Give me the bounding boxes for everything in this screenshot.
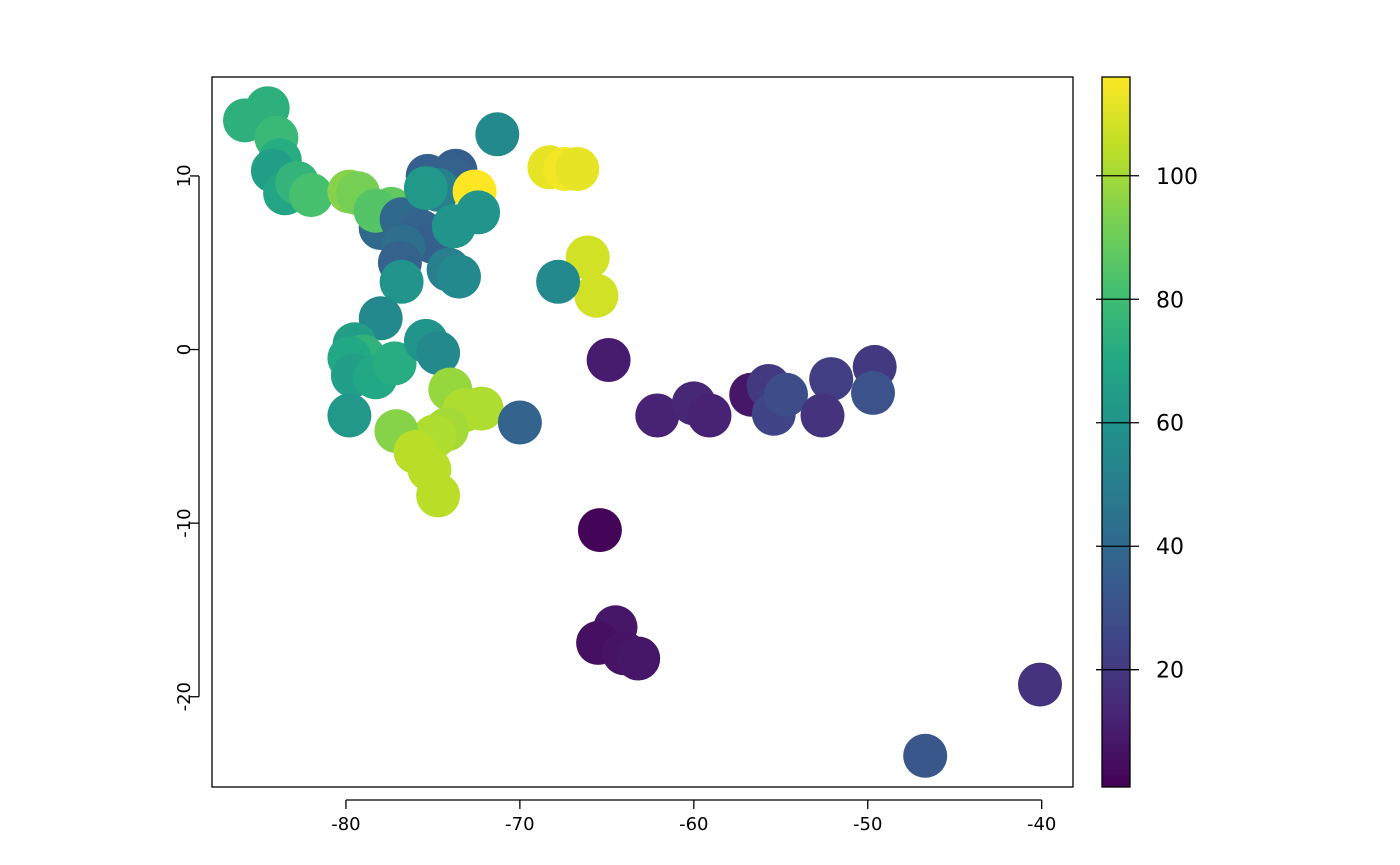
data-point xyxy=(635,393,680,438)
data-point xyxy=(687,393,732,438)
data-point xyxy=(327,393,372,438)
x-tick-label: -50 xyxy=(853,814,882,835)
colorbar-tick-label: 80 xyxy=(1156,288,1184,313)
data-point xyxy=(536,259,581,304)
y-tick-label: 10 xyxy=(174,164,195,187)
colorbar-tick-label: 20 xyxy=(1156,659,1184,684)
data-point xyxy=(459,386,504,431)
data-point xyxy=(809,357,854,402)
data-point xyxy=(289,173,334,217)
data-point xyxy=(851,370,895,415)
data-point xyxy=(577,508,622,553)
data-point xyxy=(416,473,461,518)
y-tick-label: -10 xyxy=(174,508,195,537)
data-point xyxy=(403,166,448,211)
plot-frame xyxy=(211,76,1074,788)
x-tick-label: -80 xyxy=(331,814,360,835)
colorbar-tick-label: 60 xyxy=(1156,412,1184,437)
x-tick-label: -60 xyxy=(679,814,708,835)
data-point xyxy=(764,372,808,417)
data-point xyxy=(497,400,542,445)
x-tick-label: -40 xyxy=(1027,814,1056,835)
colorbar-tick-label: 100 xyxy=(1156,165,1198,190)
data-point xyxy=(586,338,631,382)
scatter-points xyxy=(223,86,1062,778)
data-point xyxy=(800,393,845,438)
colorbar-legend: 20 40 60 80 100 xyxy=(1096,76,1198,788)
y-tick-label: -20 xyxy=(174,682,195,711)
x-tick-label: -70 xyxy=(505,814,534,835)
data-point xyxy=(903,733,948,778)
data-point xyxy=(431,204,476,249)
y-tick-label: 0 xyxy=(174,344,195,355)
data-point xyxy=(1018,662,1062,707)
x-axis: -80 -70 -60 -50 -40 xyxy=(331,799,1056,835)
data-point xyxy=(616,636,661,681)
colorbar-tick-label: 40 xyxy=(1156,535,1184,560)
colorbar-gradient xyxy=(1101,76,1131,788)
y-axis: -20 -10 0 10 xyxy=(174,164,200,711)
data-point xyxy=(437,254,481,299)
data-point xyxy=(379,259,424,304)
data-point xyxy=(475,112,520,157)
data-point xyxy=(565,235,610,280)
data-point xyxy=(555,147,600,191)
data-point xyxy=(372,341,417,386)
data-point xyxy=(416,331,461,375)
data-point xyxy=(574,273,619,318)
